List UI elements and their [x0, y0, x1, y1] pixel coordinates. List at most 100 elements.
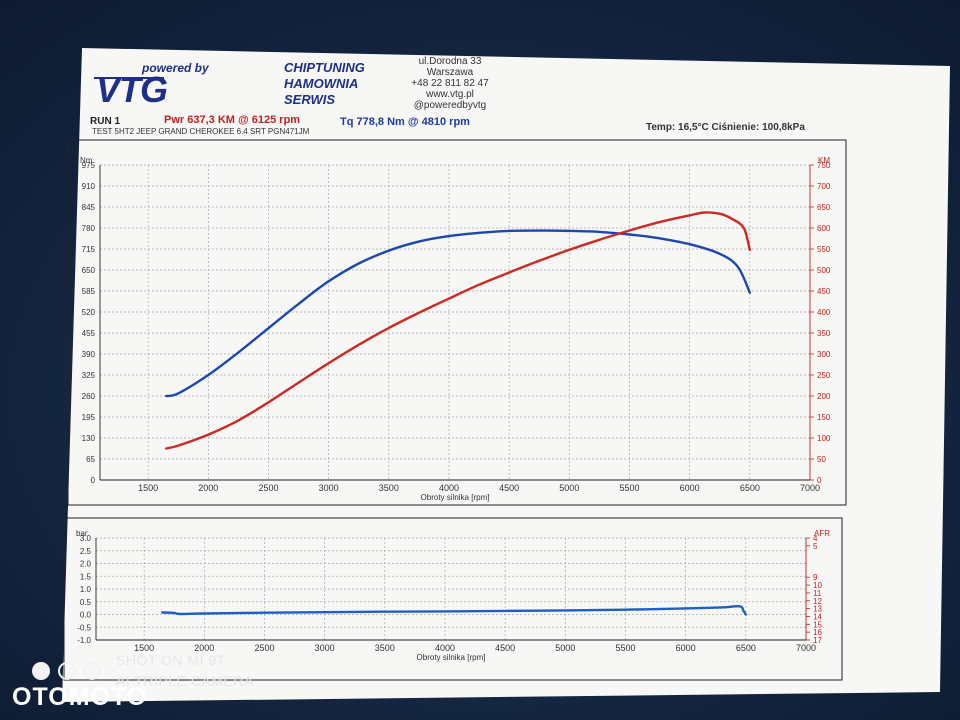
- x-tick-label: 4500: [495, 643, 515, 653]
- left-tick-label: 65: [86, 455, 95, 464]
- right-tick-label: 15: [813, 620, 822, 629]
- left-tick-label: 780: [82, 224, 96, 233]
- conditions-label: Temp: 16,5°C Ciśnienie: 100,8kPa: [646, 122, 805, 133]
- series-line-0: [161, 604, 747, 616]
- address-city: Warszawa: [426, 67, 474, 78]
- right-tick-label: 5: [813, 542, 818, 551]
- test-vehicle-label: TEST 5HT2 JEEP GRAND CHEROKEE 6.4 SRT PG…: [92, 127, 310, 136]
- x-tick-label: 3500: [379, 483, 399, 493]
- x-tick-label: 3000: [315, 643, 335, 653]
- right-tick-label: 11: [813, 589, 822, 598]
- left-tick-label: -1.0: [77, 636, 91, 645]
- right-tick-label: 12: [813, 597, 822, 606]
- x-tick-label: 7000: [796, 643, 816, 653]
- paper-sheet: [62, 48, 950, 702]
- right-tick-label: 400: [817, 308, 831, 317]
- x-axis-label: Obroty silnika [rpm]: [421, 493, 490, 502]
- left-tick-label: 0: [91, 476, 96, 485]
- x-tick-label: 5500: [619, 483, 639, 493]
- right-tick-label: 750: [817, 161, 831, 170]
- power-torque-chart: 1500 2000 2500 3000 3500 4000 4500 5000 5500 6000…: [80, 156, 831, 502]
- address-handle: @poweredbyvtg: [413, 100, 487, 111]
- x-tick-label: 6500: [736, 643, 756, 653]
- right-tick-label: 13: [813, 605, 822, 614]
- right-tick-label: 14: [813, 612, 822, 621]
- left-axis-label: Nm: [80, 156, 93, 165]
- left-tick-label: 650: [82, 266, 96, 275]
- chiptuning-line: CHIPTUNING: [284, 60, 365, 75]
- right-tick-label: 100: [817, 434, 831, 443]
- right-tick-label: 17: [813, 636, 822, 645]
- left-tick-label: -0.5: [77, 623, 91, 632]
- left-tick-label: 845: [82, 203, 96, 212]
- right-tick-label: 550: [817, 245, 831, 254]
- svg-text:VTG: VTG: [96, 69, 167, 106]
- address-web: www.vtg.pl: [426, 89, 474, 100]
- left-tick-label: 1.5: [80, 572, 92, 581]
- x-tick-label: 3000: [319, 483, 339, 493]
- vtg-logo: powered by VTG: [94, 58, 266, 111]
- address-phone: +48 22 811 82 47: [411, 78, 489, 89]
- left-tick-label: 2.0: [80, 560, 92, 569]
- left-tick-label: 3.0: [80, 534, 92, 543]
- right-axis-label: KM: [818, 156, 830, 165]
- right-tick-label: 10: [813, 581, 822, 590]
- left-tick-label: 325: [82, 371, 96, 380]
- run-label: RUN 1: [90, 116, 121, 127]
- otomoto-watermark: OTOMOTO: [12, 683, 148, 711]
- right-tick-label: 16: [813, 628, 822, 637]
- series-line-0: [165, 229, 751, 398]
- svg-text:powered by: powered by: [141, 61, 210, 75]
- address-street: ul.Dorodna 33: [418, 56, 482, 67]
- shot-on-watermark: SHOT ON MI 9T: [116, 652, 226, 668]
- x-tick-label: 7000: [800, 483, 820, 493]
- x-tick-label: 1500: [138, 483, 158, 493]
- main-chart-frame: [67, 139, 847, 506]
- left-tick-label: 1.0: [80, 585, 92, 594]
- left-tick-label: 520: [82, 308, 96, 317]
- left-tick-label: 455: [82, 329, 96, 338]
- x-tick-label: 2500: [258, 483, 278, 493]
- left-axis-label: bar: [76, 529, 88, 538]
- serwis-line: SERWIS: [284, 92, 336, 107]
- x-tick-label: 3500: [375, 643, 395, 653]
- right-tick-label: 450: [817, 287, 831, 296]
- right-tick-label: 50: [817, 455, 826, 464]
- x-tick-label: 2000: [198, 483, 218, 493]
- right-tick-label: 4: [813, 534, 818, 543]
- chiptuning-block: CHIPTUNING HAMOWNIA SERWIS: [284, 60, 365, 108]
- series-line-1: [165, 211, 751, 450]
- camera-watermark: AI TRIPLE CAMERA: [116, 673, 254, 689]
- x-tick-label: 4500: [499, 483, 519, 493]
- left-tick-label: 0.5: [80, 598, 92, 607]
- left-tick-label: 260: [82, 392, 96, 401]
- right-tick-label: 300: [817, 350, 831, 359]
- hamownia-line: HAMOWNIA: [284, 76, 359, 91]
- power-peak-label: Pwr 637,3 KM @ 6125 rpm: [164, 114, 301, 126]
- x-tick-label: 5500: [615, 643, 635, 653]
- x-tick-label: 4000: [439, 483, 459, 493]
- x-axis-label: Obroty silnika [rpm]: [417, 653, 486, 662]
- boost-chart-frame: [63, 517, 843, 681]
- boost-afr-chart: 1500 2000 2500 3000 3500 4000 4500 5000 5500 6000…: [76, 529, 830, 662]
- left-tick-label: 715: [82, 245, 96, 254]
- x-tick-label: 6000: [676, 643, 696, 653]
- right-tick-label: 350: [817, 329, 831, 338]
- right-tick-label: 650: [817, 203, 831, 212]
- left-tick-label: 195: [82, 413, 96, 422]
- camera-dots-icon: [30, 660, 106, 687]
- left-tick-label: 585: [82, 287, 96, 296]
- x-tick-label: 4000: [435, 643, 455, 653]
- right-tick-label: 600: [817, 224, 831, 233]
- x-tick-label: 1500: [134, 643, 154, 653]
- right-tick-label: 500: [817, 266, 831, 275]
- right-tick-label: 9: [813, 573, 818, 582]
- left-tick-label: 130: [82, 434, 96, 443]
- left-tick-label: 2.5: [80, 547, 92, 556]
- x-tick-label: 2000: [194, 643, 214, 653]
- x-tick-label: 2500: [254, 643, 274, 653]
- x-tick-label: 6000: [680, 483, 700, 493]
- right-tick-label: 700: [817, 182, 831, 191]
